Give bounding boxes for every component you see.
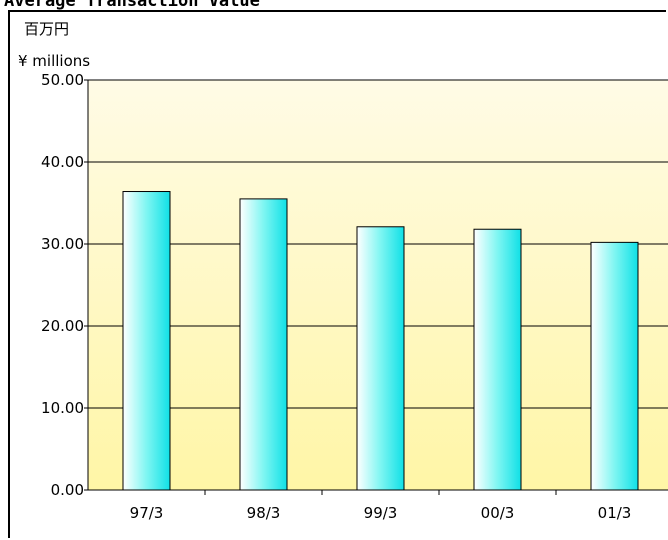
chart-frame [8,10,666,538]
y-tick-label: 50.00 [41,71,84,89]
bar [356,226,405,491]
x-tick-label: 98/3 [247,504,281,522]
axes [84,79,668,495]
x-tick-label: 97/3 [130,504,164,522]
bar [122,191,171,491]
bars [122,191,639,491]
x-tick-label: 01/3 [598,504,632,522]
y-tick-label: 0.00 [51,481,84,499]
unit-label-jp: 百万円 [24,20,70,38]
x-tick-label: 00/3 [481,504,515,522]
y-tick-label: 20.00 [41,317,84,335]
y-tick-label: 10.00 [41,399,84,417]
y-tick-label: 30.00 [41,235,84,253]
chart-title: Average Transaction Value [4,0,260,11]
tick-labels: 0.00 10.00 20.00 30.00 40.00 50.00 97/3 98/3 99/… [41,71,631,522]
bar [473,228,522,491]
x-tick-label: 99/3 [364,504,398,522]
y-tick-label: 40.00 [41,153,84,171]
unit-label-en: ¥ millions [18,52,91,70]
bar [239,198,288,491]
bar [590,241,639,491]
